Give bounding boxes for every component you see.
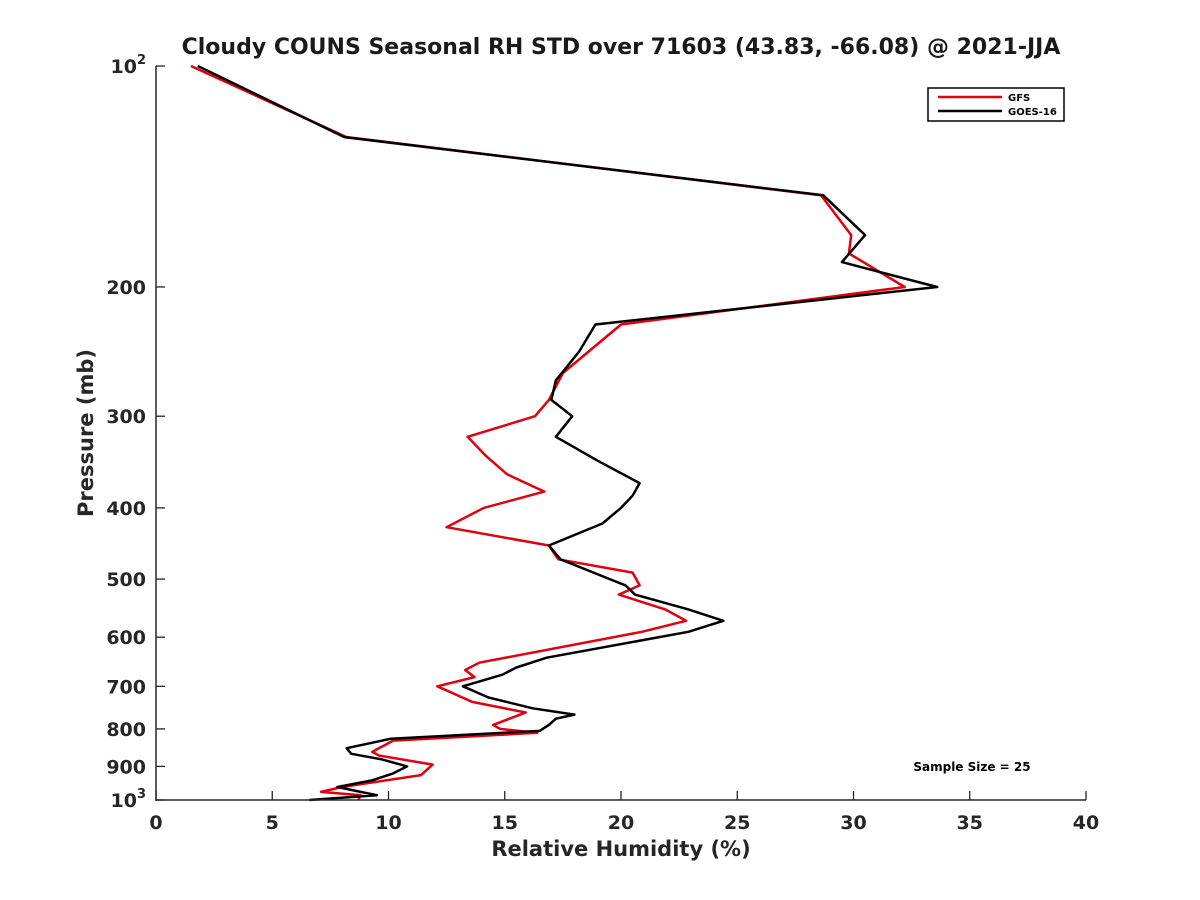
x-tick-label: 25 xyxy=(724,812,750,834)
legend-label-gfs: GFS xyxy=(1008,93,1030,104)
x-ticks: 0 5 10 15 20 25 30 35 40 xyxy=(149,791,1099,834)
sample-size-annotation: Sample Size = 25 xyxy=(913,760,1030,774)
y-tick-label: 103 xyxy=(111,787,147,812)
y-tick-label: 200 xyxy=(106,277,146,299)
y-tick-label: 300 xyxy=(106,406,146,428)
x-tick-label: 10 xyxy=(375,812,401,834)
x-tick-label: 30 xyxy=(840,812,866,834)
series-line-goes16 xyxy=(197,64,939,802)
chart-title: Cloudy COUNS Seasonal RH STD over 71603 … xyxy=(182,35,1061,60)
x-tick-label: 20 xyxy=(608,812,634,834)
y-tick-label: 700 xyxy=(106,676,146,698)
series-layer xyxy=(190,64,939,802)
x-tick-label: 5 xyxy=(266,812,279,834)
legend-label-goes16: GOES-16 xyxy=(1008,107,1057,118)
x-tick-label: 40 xyxy=(1073,812,1099,834)
legend: GFS GOES-16 xyxy=(927,87,1065,122)
legend-box xyxy=(927,87,1065,122)
x-tick-label: 15 xyxy=(492,812,518,834)
x-tick-label: 35 xyxy=(957,812,983,834)
series-line-gfs xyxy=(190,64,906,801)
y-tick-label: 900 xyxy=(106,756,146,778)
y-ticks: 102 200 300 400 500 600 700 800 900 103 xyxy=(106,53,165,812)
y-axis-label: Pressure (mb) xyxy=(74,349,98,517)
y-tick-label: 600 xyxy=(106,627,146,649)
y-tick-label: 500 xyxy=(106,569,146,591)
y-tick-label: 400 xyxy=(106,498,146,520)
x-tick-label: 0 xyxy=(149,812,162,834)
x-axis-label: Relative Humidity (%) xyxy=(491,837,750,861)
y-tick-label: 102 xyxy=(111,53,147,78)
y-tick-label: 800 xyxy=(106,719,146,741)
